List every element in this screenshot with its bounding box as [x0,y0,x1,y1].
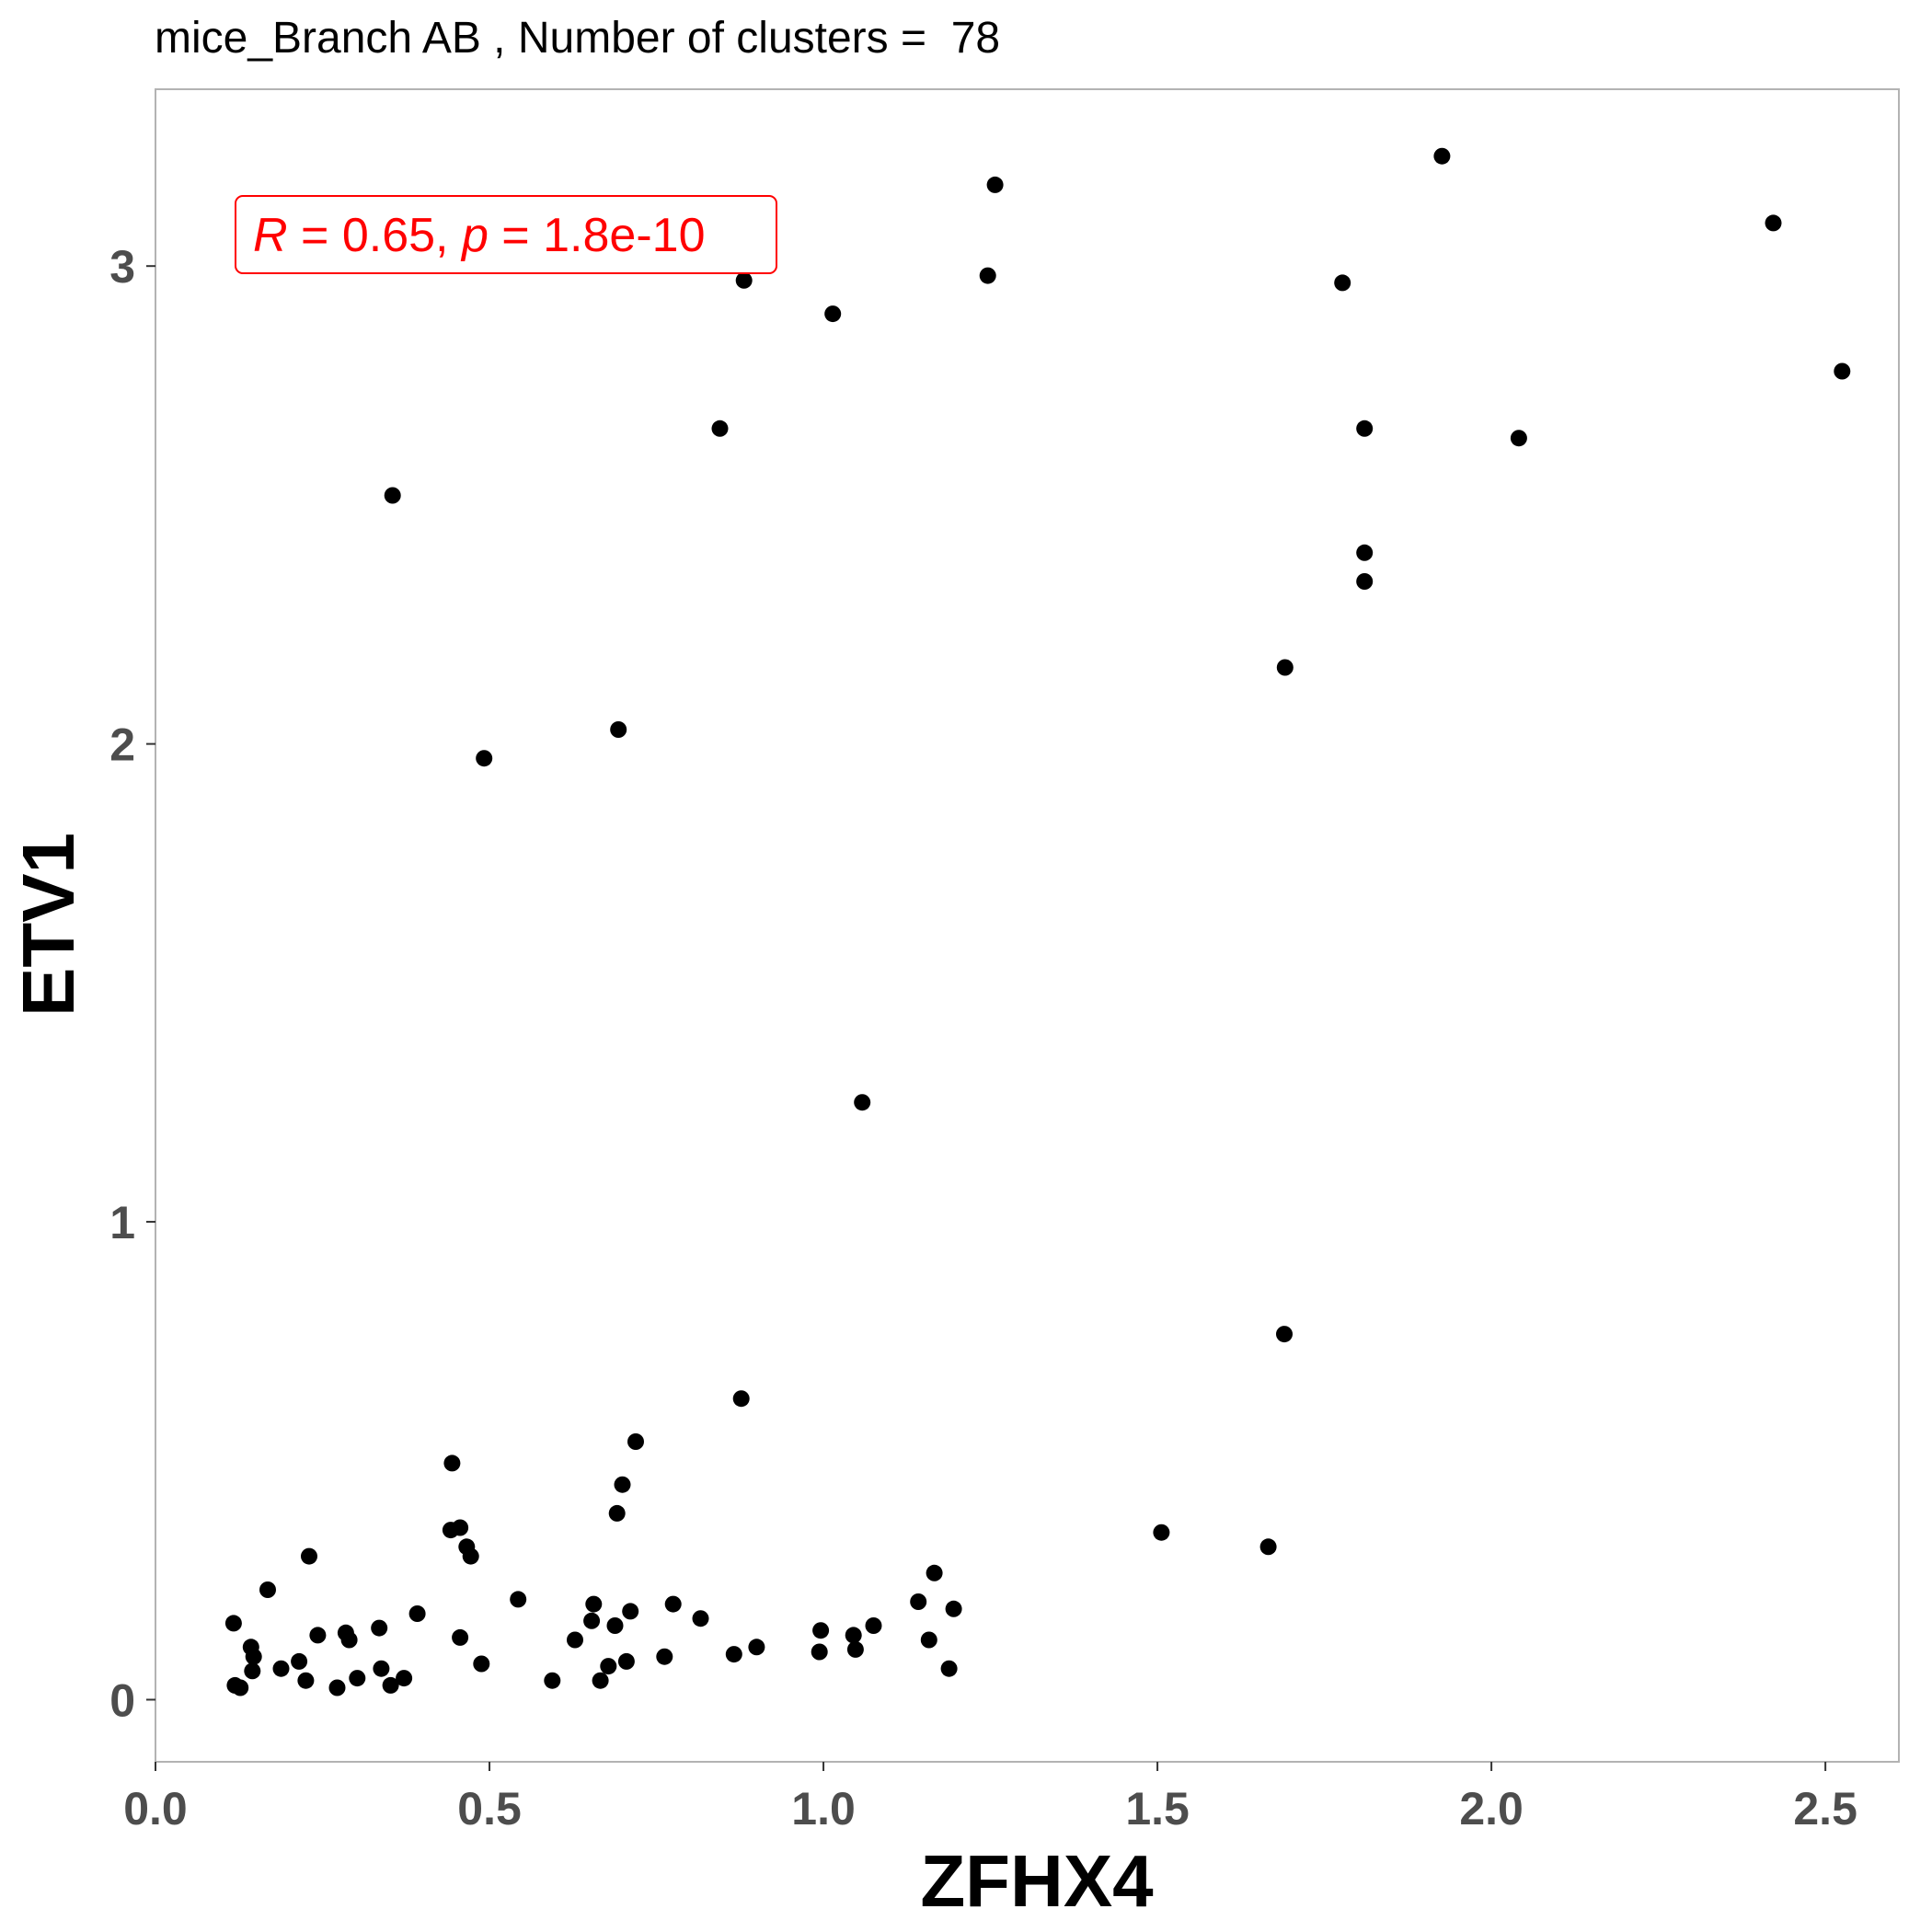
data-point [473,1655,490,1673]
y-tick-label: 0 [109,1674,135,1726]
data-point [945,1600,962,1617]
data-point [259,1581,276,1598]
data-point [585,1595,603,1613]
data-point [627,1433,644,1450]
x-tick-label: 2.0 [1459,1783,1524,1834]
data-point [600,1658,617,1675]
data-point [583,1612,601,1629]
data-point [384,487,401,504]
data-point [244,1662,261,1680]
data-point [846,1640,864,1658]
data-point [854,1094,871,1111]
data-point [567,1631,583,1649]
data-point [1276,659,1294,676]
data-point [328,1679,346,1696]
data-point [301,1547,317,1565]
y-axis-title: ETV1 [7,833,89,1017]
data-point [1259,1538,1277,1556]
data-point [811,1643,828,1661]
data-point [711,420,729,437]
data-point [309,1627,327,1644]
data-point [408,1605,426,1622]
data-point [462,1547,479,1565]
correlation-annotation: R = 0.65, p = 1.8e-10 [235,195,777,274]
data-point [272,1660,290,1677]
data-point [824,305,842,323]
data-point [1433,147,1451,165]
data-point [617,1652,635,1670]
data-point [606,1617,624,1634]
data-point [986,176,1004,193]
points-layer [224,147,1851,1696]
data-point [1510,430,1527,447]
data-point [845,1627,862,1644]
data-point [1356,544,1374,561]
data-point [396,1670,413,1687]
data-point [622,1603,639,1620]
data-point [920,1631,937,1649]
r-value: = 0.65, [288,209,462,262]
data-point [476,750,493,767]
data-point [232,1679,249,1696]
data-point [371,1619,388,1637]
data-point [732,1390,750,1408]
p-symbol: p [460,209,489,262]
chart-title: mice_Branch AB , Number of clusters = 78 [155,14,1001,63]
data-point [865,1617,882,1634]
data-point [349,1670,366,1687]
data-point [614,1476,631,1493]
data-point [610,721,627,738]
data-point [1153,1524,1170,1541]
data-point [1356,420,1374,437]
data-point [297,1672,315,1689]
data-point [291,1652,308,1670]
annotation-box [235,195,777,274]
data-point [224,1615,242,1632]
data-point [1834,362,1851,380]
data-point [664,1595,682,1613]
data-point [373,1660,390,1677]
data-point [812,1622,830,1639]
data-point [443,1455,461,1472]
data-point [1765,214,1782,232]
data-point [452,1519,469,1536]
y-tick-label: 1 [109,1197,135,1248]
data-point [1276,1326,1293,1343]
y-axis-ticks: 0 1 2 3 [109,241,155,1726]
data-point [544,1672,561,1689]
p-value: = 1.8e-10 [489,209,706,262]
data-point [592,1672,609,1689]
x-axis-title: ZFHX4 [920,1840,1154,1922]
data-point [382,1676,399,1694]
y-tick-label: 3 [109,241,135,293]
data-point [979,267,996,284]
plot-panel-border [155,88,1900,1763]
data-point [910,1593,927,1610]
data-point [926,1564,943,1581]
data-point [608,1504,626,1522]
data-point [245,1648,262,1665]
data-point [1334,274,1351,292]
data-point [1356,573,1374,590]
x-tick-label: 1.5 [1125,1783,1190,1834]
x-tick-label: 0.5 [457,1783,522,1834]
data-point [340,1631,358,1649]
annotation-text: R = 0.65, p = 1.8e-10 [253,209,705,262]
data-point [510,1591,527,1608]
data-point [656,1648,673,1665]
data-point [940,1660,958,1677]
data-point [735,271,753,289]
r-symbol: R [253,209,288,262]
x-tick-label: 0.0 [123,1783,188,1834]
x-tick-label: 2.5 [1793,1783,1857,1834]
y-tick-label: 2 [109,719,135,771]
data-point [748,1639,765,1656]
data-point [725,1646,742,1663]
x-axis-ticks: 0.0 0.5 1.0 1.5 2.0 2.5 [123,1762,1857,1834]
x-tick-label: 1.0 [791,1783,856,1834]
data-point [452,1628,469,1646]
data-point [692,1610,709,1627]
